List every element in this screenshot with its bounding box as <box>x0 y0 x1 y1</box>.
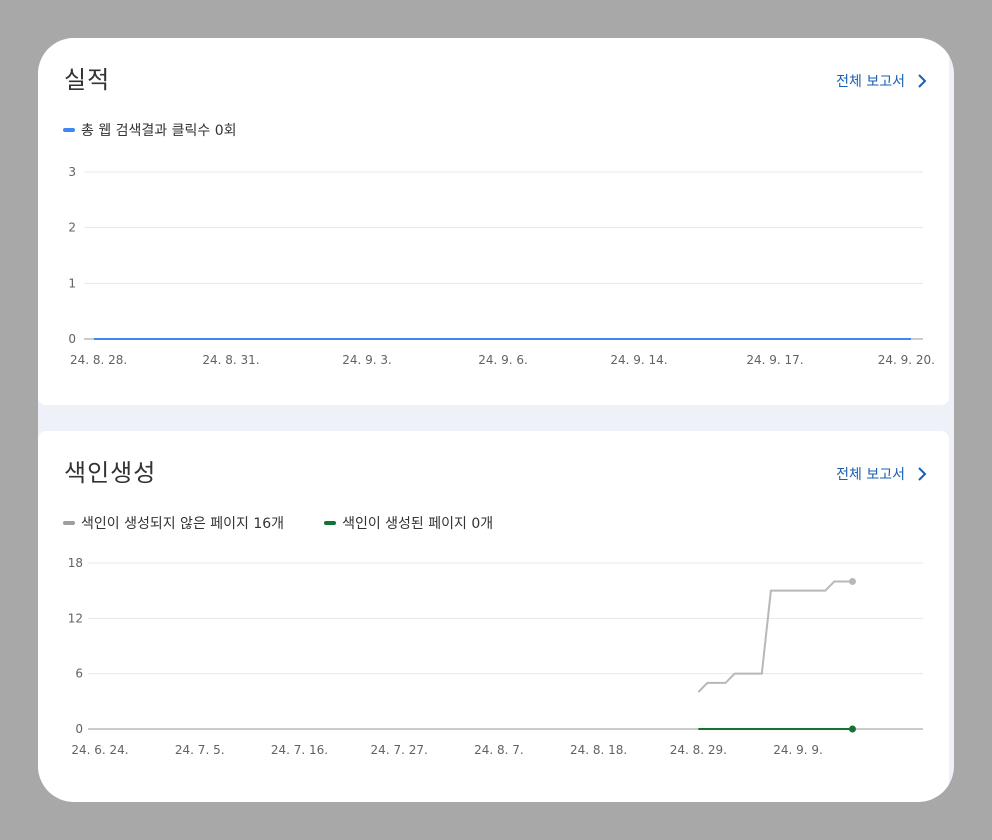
legend-label: 총 웹 검색결과 클릭수 0회 <box>81 123 237 139</box>
x-tick-label: 24. 9. 9. <box>773 743 823 757</box>
chevron-right-icon <box>918 74 927 88</box>
performance-card: 실적 전체 보고서 총 웹 검색결과 클릭수 0회 0 1 2 3 24. 8. 28.… <box>38 38 949 405</box>
indexing-legend: 색인이 생성되지 않은 페이지 16개 색인이 생성된 페이지 0개 <box>63 513 493 533</box>
legend-swatch <box>63 128 75 132</box>
full-report-label: 전체 보고서 <box>836 467 905 483</box>
y-tick-label: 18 <box>68 556 83 570</box>
legend-swatch <box>324 521 337 525</box>
legend-item-clicks[interactable]: 총 웹 검색결과 클릭수 0회 <box>63 120 237 140</box>
x-tick-label: 24. 9. 14. <box>610 353 667 367</box>
x-tick-label: 24. 8. 18. <box>570 743 627 757</box>
x-tick-label: 24. 9. 3. <box>342 353 392 367</box>
dashboard-frame: 실적 전체 보고서 총 웹 검색결과 클릭수 0회 0 1 2 3 24. 8. 28.… <box>38 38 954 802</box>
y-tick-label: 0 <box>68 332 76 346</box>
y-tick-label: 6 <box>75 667 83 681</box>
performance-legend: 총 웹 검색결과 클릭수 0회 <box>63 120 237 140</box>
series-line-not-indexed <box>697 580 853 693</box>
x-tick-label: 24. 7. 27. <box>371 743 428 757</box>
x-tick-label: 24. 9. 17. <box>746 353 803 367</box>
x-tick-label: 24. 7. 5. <box>175 743 225 757</box>
x-tick-label: 24. 9. 6. <box>478 353 528 367</box>
x-tick-label: 24. 8. 7. <box>474 743 524 757</box>
y-tick-label: 12 <box>68 611 83 625</box>
indexing-title: 색인생성 <box>64 459 157 487</box>
indexing-chart: 0 6 12 18 24. 6. 24. 24. 7. 5. 24. 7. 16. 24. 7… <box>68 556 923 757</box>
legend-label: 색인이 생성되지 않은 페이지 16개 <box>81 516 285 532</box>
x-tick-label: 24. 9. 20. <box>878 353 935 367</box>
legend-swatch <box>63 521 75 525</box>
full-report-label: 전체 보고서 <box>836 74 905 90</box>
y-tick-label: 3 <box>68 165 76 179</box>
performance-chart: 0 1 2 3 24. 8. 28. 24. 8. 31. 24. 9. 3. 24. 9. … <box>68 165 935 367</box>
x-tick-label: 24. 8. 28. <box>70 353 127 367</box>
x-tick-label: 24. 8. 29. <box>670 743 727 757</box>
y-tick-label: 2 <box>68 221 76 235</box>
performance-full-report-link[interactable]: 전체 보고서 <box>836 71 929 91</box>
performance-title: 실적 <box>64 66 111 94</box>
indexing-full-report-link[interactable]: 전체 보고서 <box>836 464 929 484</box>
x-tick-label: 24. 7. 16. <box>271 743 328 757</box>
legend-item-not-indexed[interactable]: 색인이 생성되지 않은 페이지 16개 <box>63 513 284 533</box>
y-tick-label: 0 <box>75 722 83 736</box>
chevron-right-icon <box>918 467 927 481</box>
series-end-point <box>848 725 856 733</box>
x-tick-label: 24. 8. 31. <box>202 353 259 367</box>
legend-label: 색인이 생성된 페이지 0개 <box>342 516 494 532</box>
indexing-card: 색인생성 전체 보고서 색인이 생성되지 않은 페이지 16개 색인이 생성된 … <box>38 431 949 802</box>
x-tick-label: 24. 6. 24. <box>71 743 128 757</box>
series-end-point <box>848 577 856 585</box>
legend-item-indexed[interactable]: 색인이 생성된 페이지 0개 <box>324 513 493 533</box>
y-tick-label: 1 <box>68 276 76 290</box>
